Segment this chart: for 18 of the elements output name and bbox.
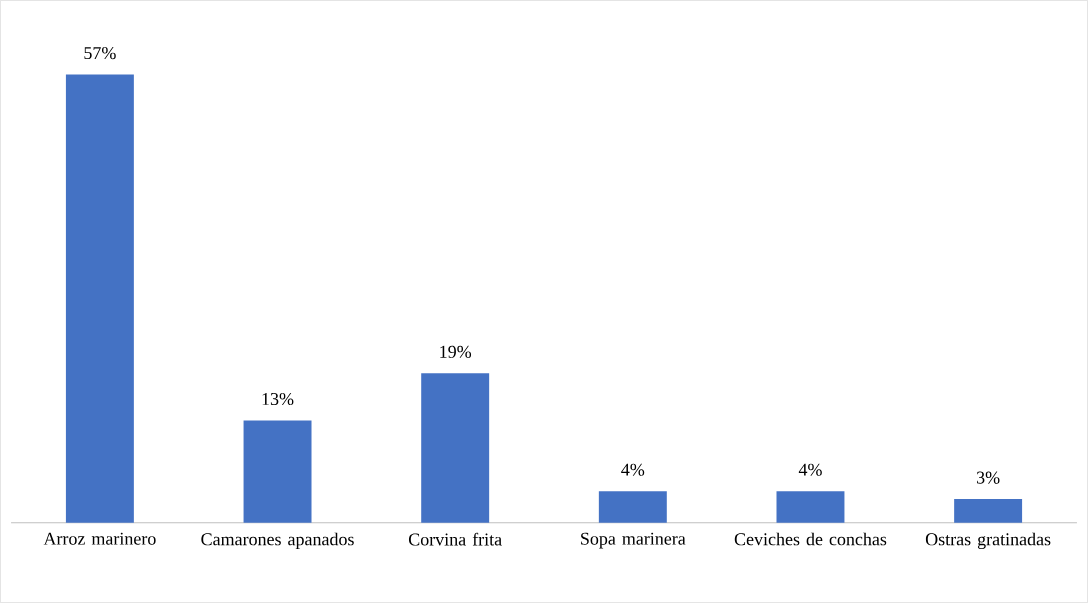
bar: [421, 373, 490, 523]
data-label: 4%: [621, 463, 645, 476]
x-tick-label: Arroz marinero: [43, 532, 156, 545]
data-label: 13%: [262, 392, 294, 406]
bar: [598, 491, 667, 523]
x-tick-label: Corvina frita: [408, 532, 502, 546]
data-label: 4%: [798, 463, 822, 476]
x-tick-label: Camarones apanados: [201, 532, 354, 550]
x-tick-label: Ostras gratinadas: [925, 532, 1051, 550]
data-label: 3%: [976, 471, 1000, 484]
data-label: 57%: [84, 46, 116, 60]
bar: [954, 499, 1023, 523]
bar: [243, 420, 312, 523]
data-label: 19%: [440, 345, 472, 358]
bar: [776, 491, 845, 523]
x-tick-label: Sopa marinera: [581, 532, 686, 549]
x-tick-label: Ceviches de conchas: [734, 532, 887, 546]
bar: [65, 74, 134, 523]
